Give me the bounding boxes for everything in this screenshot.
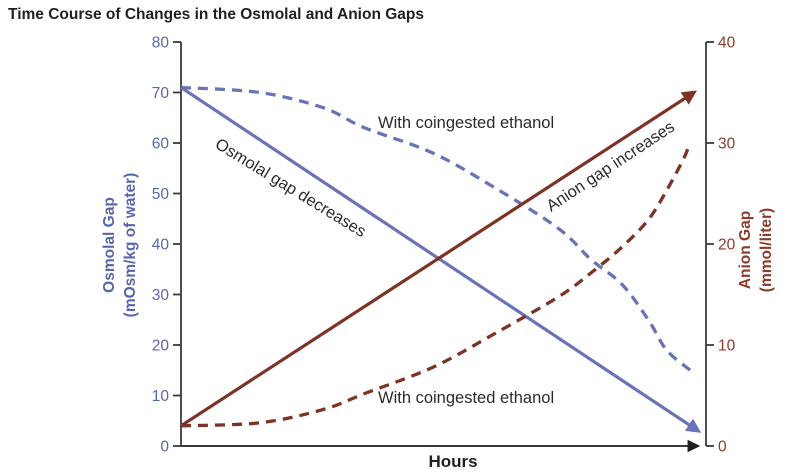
left-axis-tick-label: 0 [160, 439, 169, 456]
anion-gap-ethanol-curve [180, 147, 690, 428]
left-axis-tick-label: 70 [152, 85, 170, 102]
left-axis-tick-label: 10 [152, 388, 170, 405]
left-axis-title-line2: (mOsm/kg of water) [122, 173, 139, 318]
left-axis-tick-label: 30 [152, 287, 170, 304]
right-axis-tick-label: 20 [718, 237, 736, 254]
anion-ethanol-label: With coingested ethanol [378, 389, 554, 407]
figure-title: Time Course of Changes in the Osmolal an… [8, 6, 424, 23]
left-axis-tick-label: 20 [152, 338, 170, 355]
right-axis-tick-label: 0 [718, 439, 727, 456]
left-axis-title: Osmolal Gap (mOsm/kg of water) [101, 173, 139, 318]
osmolal-gap-ethanol-curve [180, 85, 692, 372]
osmolal-line-label: Osmolal gap decreases [212, 135, 369, 241]
right-axis-title: Anion Gap (mmol/liter) [737, 208, 775, 292]
left-axis-tick-label: 50 [152, 186, 170, 203]
left-axis-tick-label: 60 [152, 136, 170, 153]
osmolal-ethanol-label: With coingested ethanol [378, 114, 554, 132]
anion-gap-line [180, 90, 698, 428]
left-axis-tick-label: 80 [152, 35, 170, 52]
right-axis-title-line1: Anion Gap [737, 211, 754, 289]
x-axis-label: Hours [428, 452, 477, 471]
right-axis-tick-label: 40 [718, 35, 736, 52]
right-axis-tick-label: 30 [718, 136, 736, 153]
right-axis-title-line2: (mmol/liter) [758, 208, 775, 292]
anion-line-label: Anion gap increases [543, 118, 678, 216]
left-axis-title-line1: Osmolal Gap [101, 197, 118, 293]
left-axis-tick-label: 40 [152, 237, 170, 254]
right-axis-tick-label: 10 [718, 338, 736, 355]
